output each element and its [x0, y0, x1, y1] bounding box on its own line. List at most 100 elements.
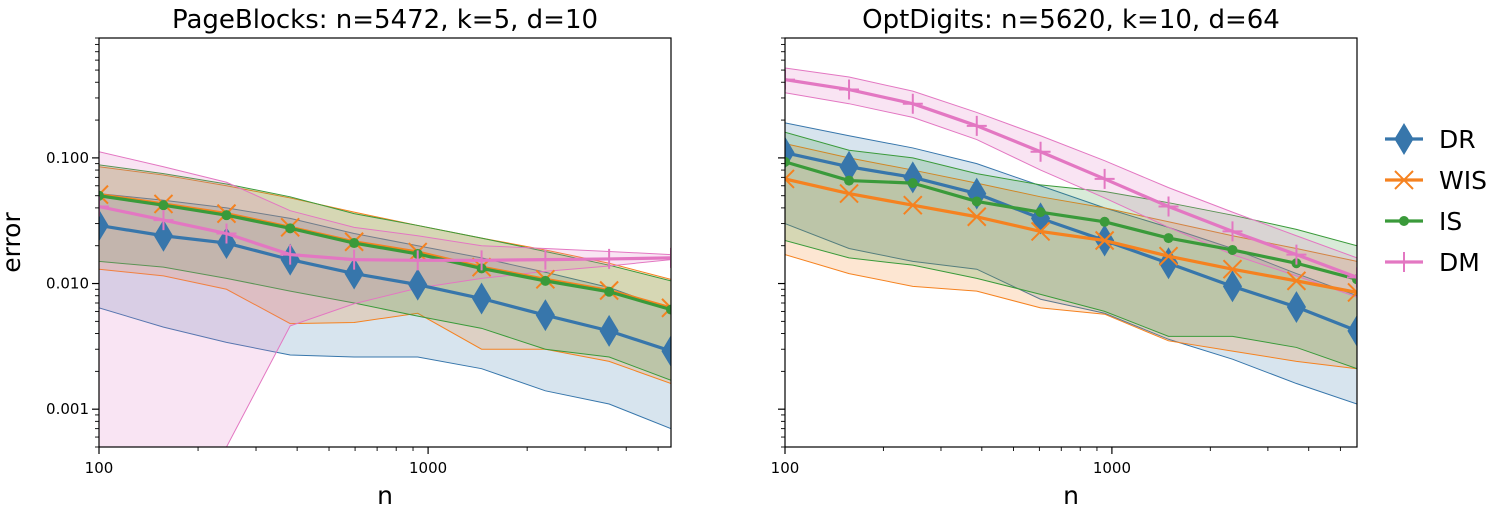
point-dr	[1286, 291, 1307, 324]
point-dm	[1030, 141, 1051, 162]
y-tick-label: 0.010	[46, 275, 89, 293]
point-dr	[535, 299, 555, 332]
y-tick-label: 0.100	[46, 149, 89, 167]
point-dm	[599, 248, 620, 269]
point-is	[349, 238, 360, 249]
point-is	[158, 200, 169, 211]
x-axis-label: n	[1063, 481, 1079, 509]
point-dr	[99, 209, 109, 242]
plot-area	[99, 151, 671, 447]
band-lower-edge-dm	[99, 259, 671, 447]
point-dm	[535, 249, 556, 270]
point-is	[540, 275, 551, 286]
point-dm	[1158, 196, 1179, 217]
series-line-wis	[785, 177, 1357, 294]
band-upper-edge-dr	[99, 193, 671, 311]
point-dm	[471, 250, 492, 271]
series-line-is	[785, 160, 1357, 281]
point-dm	[1094, 168, 1115, 189]
point-dr	[1222, 270, 1243, 303]
band-upper-edge-is	[785, 131, 1357, 247]
chart-title: PageBlocks: n=5472, k=5, d=10	[172, 5, 598, 35]
point-is	[221, 210, 232, 221]
point-dr	[1347, 314, 1357, 347]
band-wis	[785, 143, 1357, 369]
point-is	[1227, 244, 1238, 255]
point-wis	[839, 183, 859, 204]
point-is	[844, 175, 855, 186]
point-wis	[967, 207, 987, 227]
point-is	[1099, 216, 1110, 227]
point-is	[666, 304, 671, 315]
point-wis	[903, 195, 923, 215]
band-upper-edge-dr	[785, 122, 1357, 297]
point-is	[1163, 233, 1174, 244]
point-dr	[153, 219, 174, 252]
band-lower-edge-wis	[785, 254, 1357, 370]
y-tick-label: 0.001	[46, 400, 89, 418]
band-dr	[99, 193, 671, 429]
x-axis-label: n	[377, 481, 393, 509]
point-dm	[966, 115, 987, 136]
legend-label: DM	[1439, 248, 1480, 277]
series-line-dm	[785, 78, 1357, 279]
panel-pageblocks: 100 1000 0.001 0.010 0.100 PageBlocks: n=5472…	[0, 5, 672, 509]
legend: DR WIS IS DM	[1385, 123, 1487, 277]
point-is	[1035, 207, 1046, 218]
legend-item-dr: DR	[1385, 123, 1476, 155]
series-line-dm	[99, 204, 671, 262]
point-is	[785, 156, 790, 167]
point-wis	[1094, 230, 1115, 251]
point-dr	[661, 335, 671, 368]
band-upper-edge-wis	[99, 166, 671, 280]
point-is	[604, 286, 615, 297]
band-lower-edge-is	[99, 260, 671, 381]
legend-marker-dm	[1394, 252, 1414, 272]
point-dm	[407, 250, 428, 271]
point-is	[971, 196, 982, 207]
point-is	[99, 190, 104, 201]
axes-frame	[784, 37, 1358, 448]
point-wis	[1347, 282, 1357, 303]
point-dm	[839, 79, 860, 100]
point-dm	[661, 247, 671, 268]
point-dm	[785, 69, 795, 90]
x-tick-label: 100	[85, 459, 114, 477]
point-dm	[344, 249, 365, 270]
point-is	[285, 223, 296, 234]
legend-marker-wis	[1394, 170, 1414, 190]
chart-title: OptDigits: n=5620, k=10, d=64	[862, 5, 1280, 35]
legend-label: IS	[1439, 207, 1462, 236]
point-wis	[1222, 259, 1243, 279]
point-dm	[902, 93, 923, 114]
legend-label: DR	[1439, 125, 1476, 154]
axes-frame	[98, 37, 672, 448]
series-line-is	[99, 194, 671, 312]
band-lower-edge-is	[785, 240, 1357, 370]
band-lower-edge-dm	[785, 92, 1357, 298]
legend-marker-dr	[1394, 123, 1414, 155]
series-line-dr	[99, 223, 671, 353]
plot-area	[785, 67, 1357, 405]
band-lower-edge-wis	[99, 268, 671, 385]
point-wis	[1030, 221, 1051, 242]
legend-item-is: IS	[1385, 207, 1462, 236]
y-axis-label: error	[0, 212, 26, 273]
point-dm	[216, 223, 237, 244]
legend-label: WIS	[1439, 166, 1487, 195]
band-upper-edge-dm	[785, 67, 1357, 259]
point-dr	[599, 314, 619, 347]
band-dm	[99, 151, 671, 447]
point-dm	[1286, 244, 1307, 265]
band-is	[785, 132, 1357, 369]
point-wis	[99, 184, 109, 205]
point-dm	[280, 244, 301, 265]
point-wis	[785, 169, 795, 189]
point-wis	[661, 298, 671, 318]
band-wis	[99, 166, 671, 384]
legend-item-dm: DM	[1385, 248, 1480, 277]
band-upper-edge-dm	[99, 151, 671, 256]
point-dr	[408, 268, 428, 301]
point-dm	[1222, 221, 1243, 242]
